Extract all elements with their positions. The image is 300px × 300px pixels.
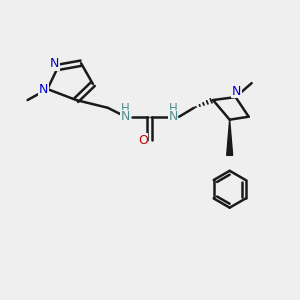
Text: H: H [121, 102, 130, 115]
Text: H: H [169, 102, 178, 115]
Text: N: N [169, 110, 178, 123]
Text: N: N [121, 110, 130, 123]
Text: N: N [50, 57, 60, 70]
Text: O: O [138, 134, 148, 147]
Text: N: N [39, 82, 48, 96]
Polygon shape [227, 120, 233, 155]
Text: N: N [232, 85, 241, 98]
